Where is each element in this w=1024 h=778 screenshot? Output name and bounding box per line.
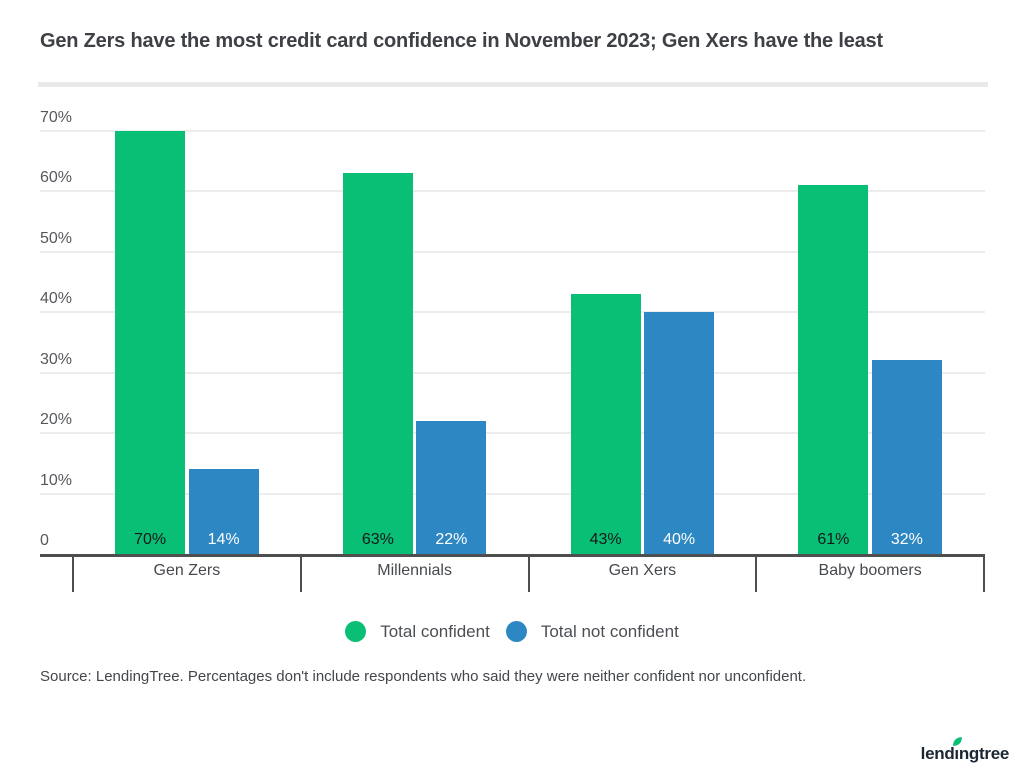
bar-value-label: 61% xyxy=(817,531,850,548)
logo-letter-i: ı xyxy=(952,737,962,764)
bar-total-not-confident-millennials: 22% xyxy=(416,420,487,554)
y-gridline-20 xyxy=(40,432,985,434)
bar-value-label: 43% xyxy=(589,531,622,548)
logo-text-post: ngtree xyxy=(958,744,1009,763)
x-axis-tick-1 xyxy=(299,556,302,592)
legend-label-total-not-confident: Total not confident xyxy=(540,621,679,641)
y-tick-label-10: 10% xyxy=(40,471,73,489)
y-tick-label-20: 20% xyxy=(40,411,73,428)
y-gridline-30 xyxy=(40,371,985,374)
x-axis-tick-2 xyxy=(527,556,530,592)
bar-value-label: 32% xyxy=(890,531,923,548)
bar-total-not-confident-baby-boomers: 32% xyxy=(871,360,942,554)
category-label-gen-zers: Gen Zers xyxy=(153,562,221,579)
legend-item-total-not-confident: Total not confident xyxy=(505,621,679,642)
y-tick-label-60: 60% xyxy=(40,169,73,186)
y-gridline-70 xyxy=(40,129,985,132)
x-axis-tick-4 xyxy=(983,556,985,592)
legend-swatch-not-confident-icon xyxy=(505,621,527,642)
y-gridline-60 xyxy=(40,190,985,192)
bar-value-label: 22% xyxy=(435,531,468,548)
y-gridline-10 xyxy=(40,492,985,495)
y-gridline-40 xyxy=(40,311,985,313)
leaf-icon xyxy=(952,737,962,746)
chart-legend: Total confident Total not confident xyxy=(0,621,1024,642)
category-label-gen-xers: Gen Xers xyxy=(608,562,677,579)
category-label-millennials: Millennials xyxy=(377,562,452,579)
legend-swatch-confident-icon xyxy=(345,621,367,642)
y-tick-label-50: 50% xyxy=(40,229,73,247)
y-gridline-50 xyxy=(40,250,985,253)
bar-value-label: 63% xyxy=(361,531,394,548)
x-axis-line xyxy=(40,554,985,557)
category-label-baby-boomers: Baby boomers xyxy=(818,562,922,579)
bar-total-confident-baby-boomers: 61% xyxy=(798,184,869,554)
chart-title: Gen Zers have the most credit card confi… xyxy=(40,30,883,52)
lendingtree-logo: lendı ngtree xyxy=(920,737,1009,764)
x-axis-tick-0 xyxy=(72,556,74,592)
title-divider xyxy=(38,82,988,87)
bar-chart-plot-area: 0 10% 20% 30% 40% 50% 60% 70% 70% 14% 63% 22% 43% 40%… xyxy=(40,100,985,554)
y-tick-label-0: 0 xyxy=(40,532,49,549)
logo-text-pre: lend xyxy=(920,744,955,763)
bar-value-label: 70% xyxy=(134,531,167,548)
y-tick-label-40: 40% xyxy=(40,290,73,307)
bar-total-not-confident-gen-zers: 14% xyxy=(188,469,259,554)
x-axis-tick-3 xyxy=(755,556,758,592)
bar-value-label: 14% xyxy=(207,531,240,548)
bar-total-confident-gen-zers: 70% xyxy=(115,130,186,554)
y-tick-label-30: 30% xyxy=(40,350,73,368)
source-note: Source: LendingTree. Percentages don't i… xyxy=(40,668,807,685)
y-tick-label-70: 70% xyxy=(40,108,73,126)
bar-total-not-confident-gen-xers: 40% xyxy=(644,312,715,554)
bar-value-label: 40% xyxy=(663,531,696,548)
bar-total-confident-millennials: 63% xyxy=(342,172,413,554)
legend-label-total-confident: Total confident xyxy=(380,621,490,641)
bar-total-confident-gen-xers: 43% xyxy=(570,293,641,554)
legend-item-total-confident: Total confident xyxy=(345,621,490,642)
